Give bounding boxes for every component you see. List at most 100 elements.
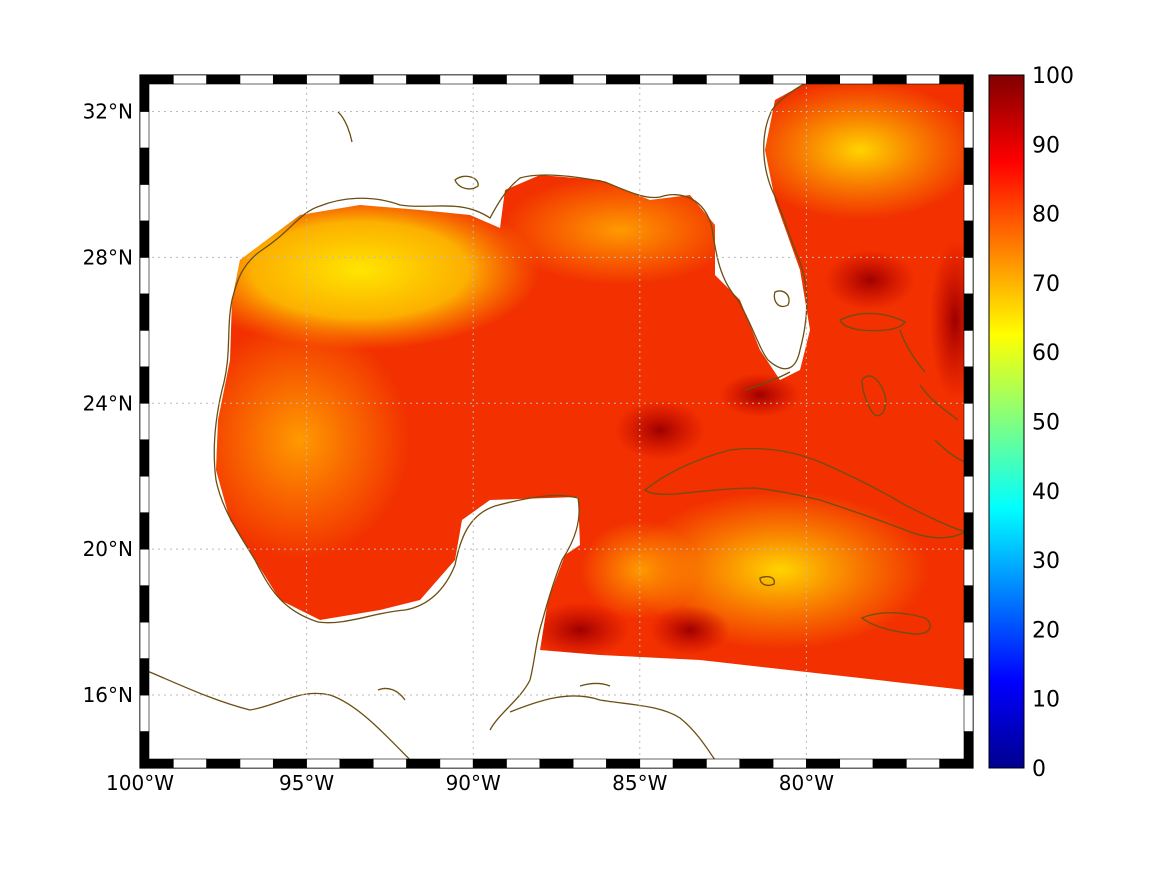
field-mid-western-gulf: [216, 320, 410, 560]
frame-segment: [139, 548, 150, 586]
frame-segment: [963, 366, 974, 404]
island-long-island: [934, 439, 966, 463]
frame-segment: [572, 758, 607, 769]
frame-segment: [439, 74, 474, 85]
frame-segment: [963, 548, 974, 586]
coastline-us-gulf: [231, 75, 819, 370]
frame-segment: [173, 758, 207, 769]
frame-segment: [139, 257, 150, 295]
colorbar-tick-label: 60: [1032, 341, 1060, 366]
frame-segment: [963, 184, 974, 222]
frame-segment: [139, 402, 150, 441]
frame-segment: [239, 74, 274, 85]
colorbar-tick-label: 50: [1032, 411, 1060, 436]
frame-segment: [606, 74, 641, 85]
field-hot-south-caribbean: [650, 605, 730, 655]
bay-islands: [579, 682, 611, 687]
lon-tick-label: 85°W: [612, 771, 667, 795]
frame-segment: [772, 758, 807, 769]
frame-segment: [406, 74, 441, 85]
frame-segment: [139, 74, 150, 112]
frame-segment: [963, 658, 974, 696]
island-cuba: [643, 447, 967, 539]
frame-segment: [963, 402, 974, 441]
field-mid-western-caribbean: [580, 520, 700, 620]
frame-segment: [239, 758, 274, 769]
frame-segment: [506, 758, 541, 769]
frame-segment: [139, 330, 150, 368]
frame-segment: [139, 111, 150, 149]
colorbar-tick-label: 30: [1032, 549, 1060, 574]
island-eleuthera: [919, 384, 959, 421]
frame-segment: [139, 439, 150, 477]
frame-segment: [139, 147, 150, 185]
colorbar-tick-label: 0: [1032, 757, 1046, 782]
frame-segment: [139, 621, 150, 659]
lon-tick-labels: 100°W 95°W 90°W 85°W 80°W: [106, 771, 834, 795]
frame-segment: [706, 758, 741, 769]
frame-segment: [963, 147, 974, 185]
colorbar-tick-label: 100: [1032, 64, 1074, 89]
frame-segment: [272, 74, 307, 85]
lon-tick-label: 95°W: [279, 771, 334, 795]
frame-segment: [572, 74, 607, 85]
frame-segment: [639, 758, 674, 769]
frame-segment: [963, 111, 974, 149]
frame-segment: [672, 74, 707, 85]
frame-segment: [639, 74, 674, 85]
frame-segment: [139, 366, 150, 404]
lat-tick-labels: 32°N 28°N 24°N 20°N 16°N: [83, 99, 133, 707]
frame-segment: [872, 74, 907, 85]
frame-segment: [139, 512, 150, 550]
lat-tick-label: 16°N: [83, 683, 133, 707]
frame-segment: [739, 758, 774, 769]
frame-segment: [872, 758, 907, 769]
colorbar: [988, 74, 1025, 769]
frame-segment: [139, 731, 150, 769]
field-hot-central-gulf: [615, 400, 705, 460]
frame-segment: [173, 74, 207, 85]
belize-cays: [377, 687, 406, 701]
frame-segment: [806, 758, 841, 769]
colorbar-tick-label: 90: [1032, 133, 1060, 158]
inland-lake: [337, 111, 353, 143]
frame-segment: [139, 184, 150, 222]
frame-segment: [839, 74, 874, 85]
lake-pontchartrain: [454, 175, 479, 190]
frame-segment: [339, 74, 374, 85]
colorbar-tick-label: 20: [1032, 618, 1060, 643]
lat-tick-label: 32°N: [83, 99, 133, 123]
frame-segment: [139, 585, 150, 623]
island-isle-of-youth: [759, 576, 775, 586]
keys: [744, 371, 791, 391]
frame-segment: [139, 658, 150, 696]
frame-segment: [406, 758, 441, 769]
frame-segment: [139, 293, 150, 331]
frame-segment: [206, 74, 241, 85]
frame-border: [139, 74, 974, 769]
frame-segment: [139, 475, 150, 513]
lat-tick-label: 28°N: [83, 245, 133, 269]
colorbar-tick-label: 10: [1032, 688, 1060, 713]
lat-tick-label: 24°N: [83, 391, 133, 415]
frame-segment: [739, 74, 774, 85]
frame-segment: [272, 758, 307, 769]
lon-tick-label: 100°W: [106, 771, 174, 795]
frame-segment: [963, 293, 974, 331]
frame-segment: [372, 758, 407, 769]
frame-segment: [139, 220, 150, 258]
island-jamaica: [860, 612, 931, 635]
island-grand-bahama: [839, 312, 906, 332]
field-high-northeast: [740, 80, 965, 220]
frame-segment: [806, 74, 841, 85]
colorbar-tick-label: 80: [1032, 203, 1060, 228]
frame-segment: [539, 758, 574, 769]
frame-segment: [306, 74, 341, 85]
lake-okeechobee: [773, 290, 790, 308]
lat-tick-label: 20°N: [83, 537, 133, 561]
field-hot-yucatan-channel: [530, 602, 630, 658]
frame-segment: [963, 621, 974, 659]
colorbar-tick-label: 40: [1032, 480, 1060, 505]
frame-segment: [963, 330, 974, 368]
